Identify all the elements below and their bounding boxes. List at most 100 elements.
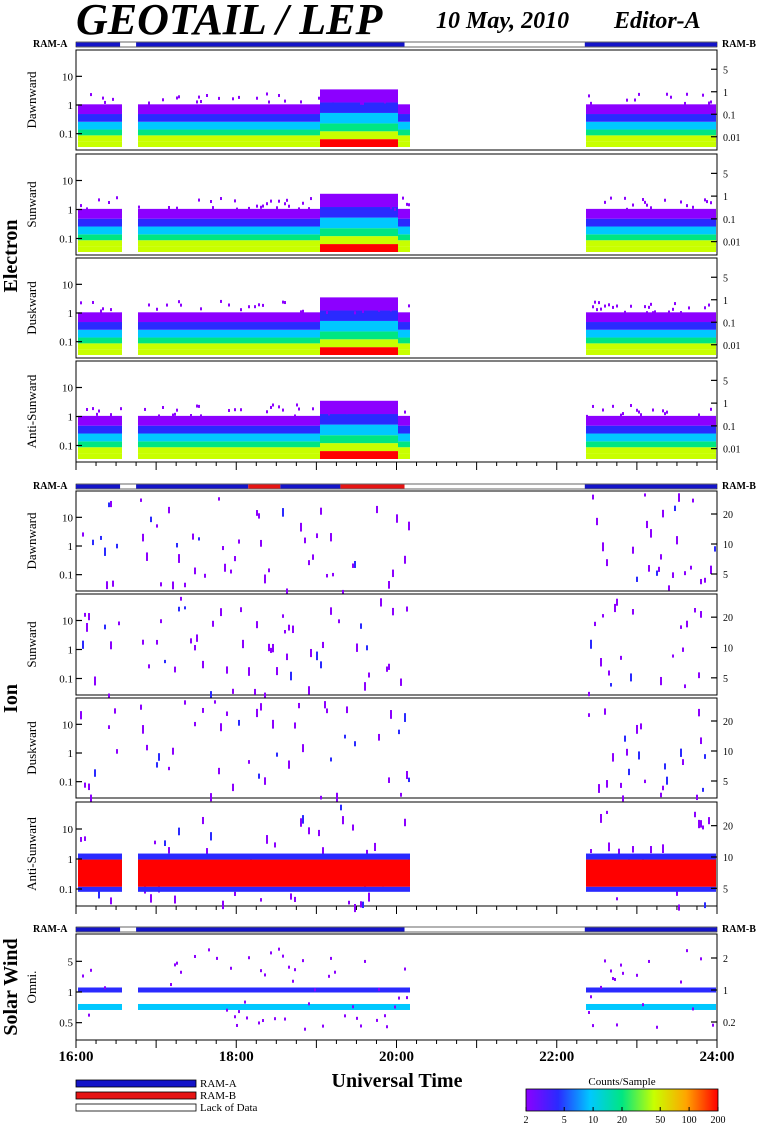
heatmap-cell (188, 329, 190, 338)
heatmap-cell (142, 415, 144, 426)
heatmap-cell (362, 139, 364, 147)
heatmap-cell (174, 415, 176, 426)
heatmap-cell (626, 98, 628, 102)
heatmap-cell (636, 226, 638, 235)
heatmap-cell (198, 404, 200, 408)
heatmap-cell (296, 114, 298, 122)
heatmap-cell (386, 347, 388, 355)
heatmap-cell (596, 141, 598, 147)
heatmap-cell (618, 234, 620, 241)
heatmap-cell (378, 200, 380, 204)
heatmap-cell (692, 329, 694, 338)
heatmap-cell (270, 453, 272, 459)
heatmap-cell (386, 310, 388, 321)
heatmap-cell (276, 121, 278, 130)
heatmap-cell (326, 297, 328, 311)
heatmap-cell (194, 337, 196, 344)
heatmap-cell (620, 208, 622, 219)
heatmap-cell (336, 131, 338, 140)
heatmap-cell (312, 114, 314, 122)
heatmap-cell (328, 400, 330, 415)
heatmap-cell (398, 121, 400, 130)
heatmap-cell (352, 297, 354, 311)
heatmap-cell (342, 331, 344, 340)
heatmap-cell (666, 234, 668, 241)
heatmap-cell (626, 349, 628, 355)
heatmap-cell (406, 349, 408, 355)
heatmap-cell (106, 425, 108, 434)
heatmap-cell (400, 104, 402, 115)
heatmap-cell (118, 226, 120, 235)
heatmap-cell (100, 343, 102, 350)
heatmap-cell (378, 236, 380, 245)
heatmap-cell (352, 131, 354, 140)
heatmap-cell (296, 415, 298, 426)
heatmap-cell (204, 240, 206, 247)
heatmap-cell (200, 343, 202, 350)
heatmap-cell (256, 204, 258, 208)
heatmap-cell (312, 415, 314, 426)
heatmap-cell (222, 141, 224, 147)
heatmap-cell (260, 453, 262, 459)
heatmap-cell (176, 408, 178, 412)
heatmap-cell (678, 114, 680, 122)
heatmap-cell (192, 141, 194, 147)
heatmap-cell (258, 441, 260, 448)
heatmap-cell (322, 228, 324, 237)
heatmap-cell (306, 322, 308, 330)
heatmap-cell (318, 226, 320, 235)
heatmap-cell (212, 114, 214, 122)
heatmap-cell (250, 121, 252, 130)
heatmap-cell (314, 415, 316, 426)
heatmap-cell (78, 141, 80, 147)
heatmap-cell (240, 135, 242, 142)
heatmap-cell (624, 349, 626, 355)
heatmap-cell (214, 141, 216, 147)
heatmap-cell (162, 121, 164, 130)
heatmap-cell (640, 129, 642, 136)
heatmap-cell (658, 226, 660, 235)
heatmap-cell (314, 433, 316, 442)
heatmap-cell (354, 228, 356, 237)
heatmap-cell (180, 129, 182, 136)
heatmap-cell (360, 102, 362, 113)
heatmap-cell (654, 337, 656, 344)
heatmap-cell (384, 123, 386, 132)
heatmap-cell (116, 329, 118, 338)
heatmap-cell (240, 337, 242, 344)
heatmap-cell (190, 415, 192, 426)
heatmap-cell (204, 208, 206, 219)
heatmap-cell (292, 337, 294, 344)
heatmap-cell (626, 207, 628, 211)
heatmap-cell (360, 244, 362, 252)
heatmap-cell (400, 234, 402, 241)
heatmap-cell (182, 114, 184, 122)
heatmap-cell (308, 129, 310, 136)
heatmap-cell (630, 234, 632, 241)
heatmap-cell (320, 414, 322, 425)
heatmap-cell (340, 347, 342, 355)
heatmap-cell (196, 100, 198, 104)
heatmap-cell (610, 329, 612, 338)
heatmap-cell (698, 234, 700, 241)
heatmap-cell (312, 141, 314, 147)
heatmap-cell (272, 246, 274, 252)
heatmap-cell (252, 433, 254, 442)
heatmap-cell (630, 246, 632, 252)
heatmap-cell (290, 312, 292, 323)
heatmap-cell (160, 415, 162, 426)
heatmap-cell (228, 240, 230, 247)
heatmap-cell (174, 208, 176, 219)
heatmap-cell (324, 193, 326, 208)
heatmap-cell (372, 310, 374, 321)
heatmap-cell (604, 337, 606, 344)
heatmap-cell (638, 114, 640, 122)
heatmap-cell (158, 349, 160, 355)
heatmap-cell (194, 141, 196, 147)
heatmap-cell (610, 141, 612, 147)
heatmap-cell (696, 141, 698, 147)
heatmap-cell (208, 234, 210, 241)
heatmap-cell (190, 453, 192, 459)
heatmap-cell (160, 312, 162, 323)
heatmap-cell (164, 322, 166, 330)
